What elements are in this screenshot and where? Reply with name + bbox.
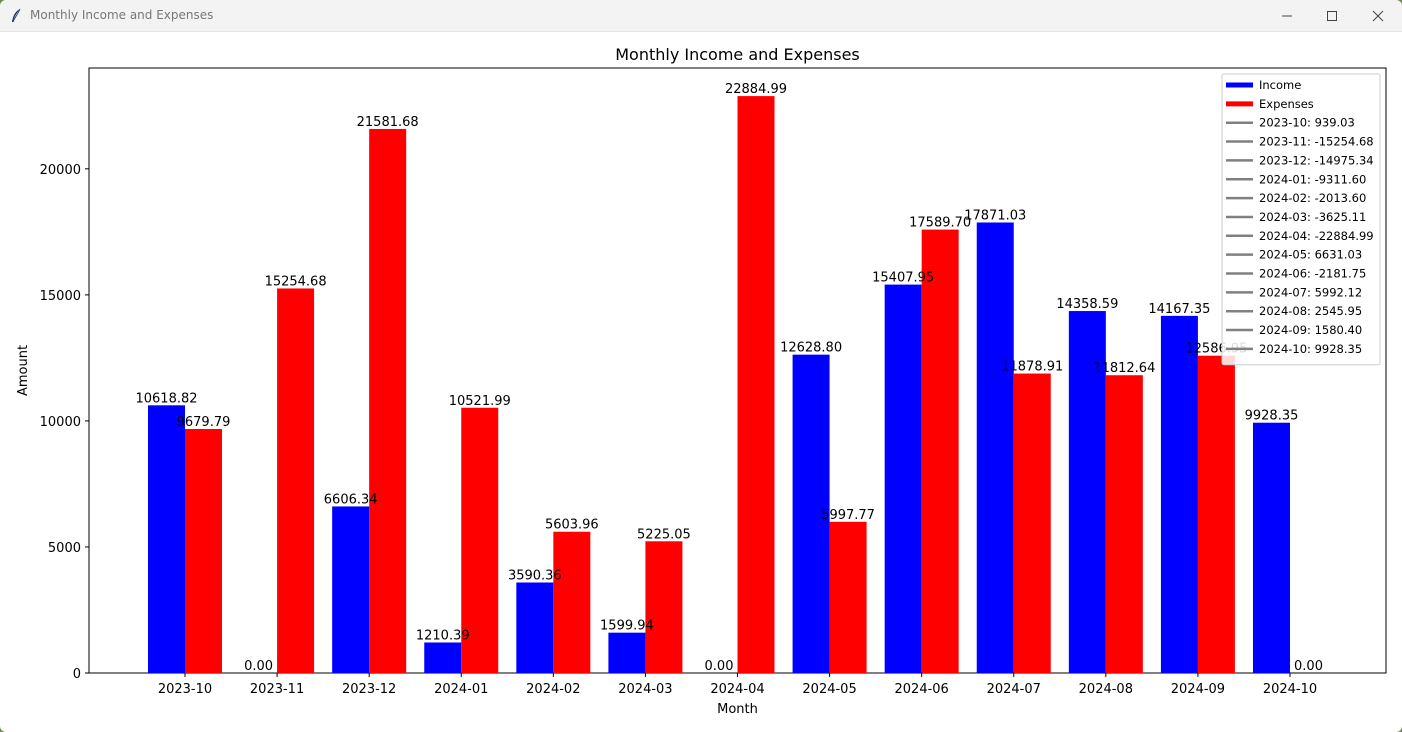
maximize-icon xyxy=(1327,10,1337,21)
income-value-label: 0.00 xyxy=(244,659,273,674)
x-tick-label: 2024-01 xyxy=(434,682,488,697)
legend-net-entry-label: 2024-02: -2013.60 xyxy=(1259,191,1366,205)
window-title: Monthly Income and Expenses xyxy=(30,8,214,22)
x-tick-label: 2024-07 xyxy=(987,682,1041,697)
income-bar xyxy=(884,284,922,673)
income-value-label: 12628.80 xyxy=(780,341,842,356)
expenses-bar xyxy=(277,288,315,673)
expenses-value-label: 17589.70 xyxy=(909,216,971,231)
income-value-label: 14167.35 xyxy=(1148,302,1210,317)
legend-net-entry-label: 2024-06: -2181.75 xyxy=(1259,267,1366,281)
income-bar xyxy=(976,222,1014,674)
expenses-value-label: 11812.64 xyxy=(1093,361,1155,376)
y-tick-label: 10000 xyxy=(40,415,81,430)
legend-net-entry-label: 2023-12: -14975.34 xyxy=(1259,153,1374,167)
legend-net-entry-label: 2023-10: 939.03 xyxy=(1259,116,1355,130)
chart-canvas: Monthly Income and Expenses 0 5000 10000 150… xyxy=(16,45,1387,717)
income-value-label: 17871.03 xyxy=(964,209,1026,224)
minimize-button[interactable] xyxy=(1264,0,1310,31)
expenses-bar xyxy=(461,407,499,673)
expenses-value-label: 5603.96 xyxy=(545,518,599,533)
expenses-bar xyxy=(1013,373,1051,673)
expenses-value-label: 11878.91 xyxy=(1001,360,1063,375)
expenses-bar xyxy=(369,128,407,674)
income-value-label: 1599.94 xyxy=(600,619,654,634)
expenses-bar xyxy=(737,96,775,673)
expenses-bar xyxy=(829,521,867,673)
income-value-label: 9928.35 xyxy=(1245,409,1299,424)
minimize-icon xyxy=(1282,15,1292,16)
income-bar xyxy=(332,506,370,673)
income-value-label: 0.00 xyxy=(705,659,734,674)
legend-net-entry-label: 2024-01: -9311.60 xyxy=(1259,172,1366,186)
expenses-bar xyxy=(921,229,959,674)
income-value-label: 6606.34 xyxy=(324,492,378,507)
x-tick-label: 2023-11 xyxy=(250,682,304,697)
income-value-label: 1210.39 xyxy=(416,628,470,643)
legend-net-entry-label: 2024-05: 6631.03 xyxy=(1259,248,1362,262)
legend-net-entry-label: 2024-08: 2545.95 xyxy=(1259,304,1362,318)
y-tick-label: 20000 xyxy=(40,163,81,178)
expenses-value-label: 15254.68 xyxy=(265,274,327,289)
x-tick-label: 2024-09 xyxy=(1171,682,1225,697)
x-axis-label: Month xyxy=(717,702,758,717)
maximize-button[interactable] xyxy=(1309,0,1355,31)
income-bar xyxy=(516,582,554,673)
x-tick-label: 2024-02 xyxy=(526,682,580,697)
expenses-value-label: 9679.79 xyxy=(177,415,231,430)
income-bar xyxy=(1068,311,1106,673)
expenses-value-label: 22884.99 xyxy=(725,82,787,97)
chart-container: Monthly Income and Expenses 0 5000 10000 150… xyxy=(0,31,1402,732)
x-tick-label: 2024-10 xyxy=(1263,682,1317,697)
legend-net-entry-label: 2024-07: 5992.12 xyxy=(1259,285,1362,299)
x-tick-label: 2023-12 xyxy=(342,682,396,697)
x-tick-label: 2024-06 xyxy=(895,682,949,697)
expenses-value-label: 21581.68 xyxy=(357,115,419,130)
legend-net-entry-label: 2024-09: 1580.40 xyxy=(1259,323,1362,337)
expenses-bar xyxy=(645,541,683,673)
x-tick-label: 2024-04 xyxy=(710,682,764,697)
income-bar xyxy=(1253,422,1290,673)
legend-net-entry-label: 2024-10: 9928.35 xyxy=(1259,342,1362,356)
x-tick-label: 2024-08 xyxy=(1079,682,1133,697)
income-bar xyxy=(424,642,462,673)
income-bar xyxy=(608,632,646,673)
y-tick-label: 0 xyxy=(73,667,81,682)
legend-net-entry-label: 2024-04: -22884.99 xyxy=(1259,229,1374,243)
expenses-bar xyxy=(553,531,591,673)
expenses-value-label: 10521.99 xyxy=(449,394,511,409)
legend-expenses-label: Expenses xyxy=(1259,97,1314,111)
x-tick-label: 2024-05 xyxy=(802,682,856,697)
legend-net-entry-label: 2024-03: -3625.11 xyxy=(1259,210,1366,224)
income-value-label: 10618.82 xyxy=(135,391,197,406)
x-tick-label: 2024-03 xyxy=(618,682,672,697)
income-value-label: 15407.95 xyxy=(872,271,934,286)
expenses-bar xyxy=(1197,355,1235,673)
y-axis-label: Amount xyxy=(16,345,31,396)
income-bar xyxy=(148,405,185,673)
feather-icon xyxy=(12,8,21,23)
title-bar[interactable]: Monthly Income and Expenses xyxy=(0,0,1402,32)
y-tick-label: 5000 xyxy=(48,541,81,556)
expenses-value-label: 5997.77 xyxy=(821,508,875,523)
expenses-value-label: 0.00 xyxy=(1294,659,1323,674)
income-value-label: 14358.59 xyxy=(1056,297,1118,312)
close-button[interactable] xyxy=(1355,0,1401,31)
legend-net-entry-label: 2023-11: -15254.68 xyxy=(1259,135,1374,149)
x-tick-label: 2023-10 xyxy=(158,682,212,697)
close-icon xyxy=(1372,10,1384,21)
income-value-label: 3590.36 xyxy=(508,568,562,583)
legend-income-label: Income xyxy=(1259,78,1301,92)
y-tick-label: 15000 xyxy=(40,289,81,304)
expenses-bar xyxy=(1105,375,1143,673)
expenses-value-label: 5225.05 xyxy=(637,527,691,542)
income-bar xyxy=(1160,315,1198,673)
legend-box xyxy=(1221,73,1381,366)
chart-title: Monthly Income and Expenses xyxy=(615,45,860,64)
income-bar xyxy=(792,354,830,673)
expenses-bar xyxy=(185,428,222,673)
